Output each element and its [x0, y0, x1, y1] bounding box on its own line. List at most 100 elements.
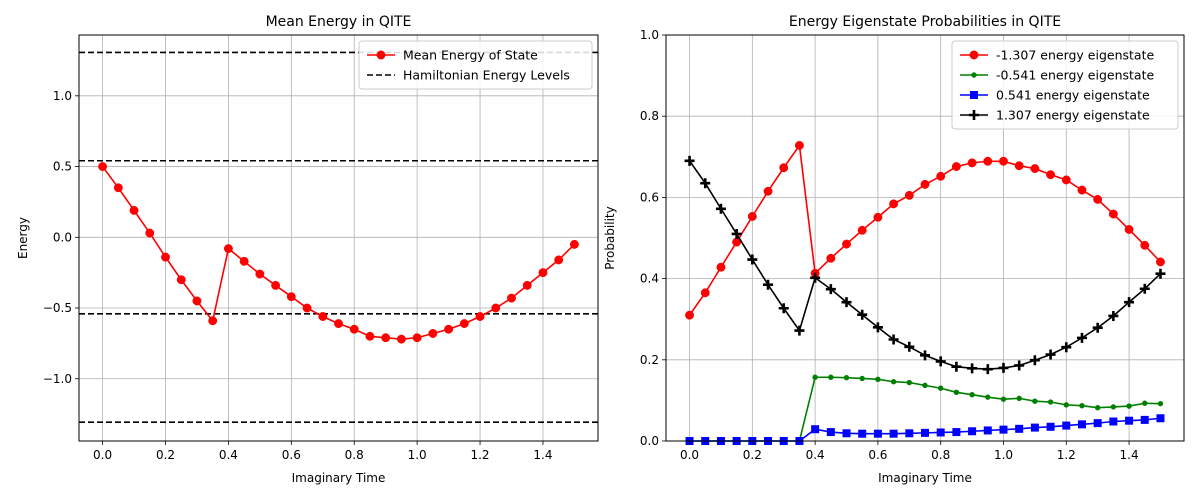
data-point: [1014, 360, 1025, 371]
data-point: [192, 296, 202, 306]
y-axis-ticks: −1.0 −0.5 0.0 0.5 1.0: [43, 89, 79, 386]
data-point: [842, 239, 851, 249]
data-point: [731, 228, 742, 239]
data-point: [1076, 332, 1087, 343]
data-point: [396, 334, 406, 344]
data-point: [538, 268, 548, 278]
data-point: [271, 280, 281, 290]
x-tick-label: 1.2: [470, 448, 489, 462]
series-mean-energy-of-state: [98, 162, 579, 344]
x-axis-label: Imaginary Time: [292, 471, 386, 485]
data-point: [826, 253, 836, 263]
legend-entry-hamiltonian-energy-levels: Hamiltonian Energy Levels: [367, 68, 570, 83]
data-point: [475, 312, 485, 321]
data-point: [982, 364, 993, 375]
data-point: [1061, 175, 1071, 185]
legend-entry-1-307-energy-eigenstate: -1.307 energy eigenstate: [960, 48, 1154, 63]
data-point: [1030, 164, 1040, 174]
x-tick-label: 0.2: [156, 448, 175, 462]
legend-label: 1.307 energy eigenstate: [996, 108, 1150, 123]
data-point: [1032, 398, 1038, 404]
data-point: [1016, 395, 1022, 402]
data-point: [554, 255, 564, 265]
data-point: [1125, 416, 1134, 425]
legend-box: [358, 40, 593, 90]
data-point: [858, 429, 867, 438]
data-point: [859, 375, 865, 382]
data-point: [888, 334, 899, 345]
data-point: [1047, 399, 1054, 405]
data-point: [334, 319, 343, 329]
data-point: [890, 379, 897, 385]
legend: Mean Energy of State Hamiltonian Energy L…: [358, 40, 593, 90]
data-point: [302, 303, 312, 313]
data-point: [1140, 240, 1150, 250]
data-point: [700, 178, 711, 189]
data-point: [889, 199, 899, 209]
y-axis-label: Probability: [603, 206, 617, 269]
data-point: [794, 325, 805, 336]
legend-marker: [969, 50, 979, 60]
data-point: [522, 280, 532, 290]
data-point: [920, 179, 930, 189]
legend-entry-0-541-energy-eigenstate: 0.541 energy eigenstate: [960, 88, 1150, 103]
data-point: [889, 429, 898, 438]
data-point: [684, 155, 695, 166]
legend-label: Mean Energy of State: [403, 48, 538, 63]
data-point: [716, 262, 726, 272]
data-point: [935, 356, 946, 367]
data-point: [920, 350, 930, 361]
data-point: [842, 429, 851, 438]
data-point: [1077, 420, 1086, 429]
data-point: [747, 212, 757, 221]
data-point: [812, 374, 818, 380]
y-tick-label: 1.0: [53, 89, 72, 103]
data-point: [1108, 310, 1119, 321]
data-point: [1045, 349, 1056, 360]
data-point: [1109, 417, 1118, 426]
data-point: [255, 269, 265, 279]
data-point: [286, 292, 296, 302]
legend: -1.307 energy eigenstate -0.541 energy ei…: [951, 40, 1179, 130]
data-point: [176, 275, 186, 285]
x-axis-ticks: 0.0 0.2 0.4 0.6 0.8 1.0 1.2 1.4: [680, 441, 1139, 462]
data-point: [906, 379, 913, 386]
plot-frame: [78, 34, 599, 442]
data-point: [1000, 396, 1007, 402]
data-point: [715, 203, 726, 214]
data-point: [1029, 355, 1040, 366]
data-point: [828, 374, 834, 380]
data-point: [1063, 402, 1069, 408]
data-point: [763, 279, 774, 290]
data-point: [1093, 194, 1103, 204]
y-tick-label: 0.8: [640, 109, 659, 123]
x-axis-label: Imaginary Time: [878, 471, 972, 485]
data-point: [872, 322, 883, 333]
data-point: [161, 252, 170, 262]
data-point: [873, 429, 882, 438]
data-point: [904, 341, 915, 352]
data-point: [985, 394, 991, 400]
data-point: [412, 333, 422, 343]
data-point: [969, 392, 975, 398]
data-point: [145, 228, 155, 238]
x-tick-label: 1.2: [1057, 448, 1076, 462]
data-point: [1156, 257, 1165, 267]
data-point: [1110, 404, 1117, 410]
x-tick-label: 0.4: [219, 448, 238, 462]
x-tick-label: 1.0: [994, 448, 1013, 462]
x-tick-label: 1.0: [408, 448, 427, 462]
data-point: [1157, 400, 1164, 407]
data-point: [381, 333, 391, 343]
data-point: [1014, 161, 1024, 171]
data-point: [98, 162, 108, 172]
data-point: [967, 363, 978, 374]
data-point: [968, 427, 977, 436]
series-group: [98, 162, 579, 344]
data-point: [843, 374, 850, 381]
data-point: [936, 428, 945, 437]
series-1-307-energy-eigenstate: [685, 140, 1165, 320]
data-point: [428, 329, 438, 338]
data-point: [1030, 423, 1039, 432]
